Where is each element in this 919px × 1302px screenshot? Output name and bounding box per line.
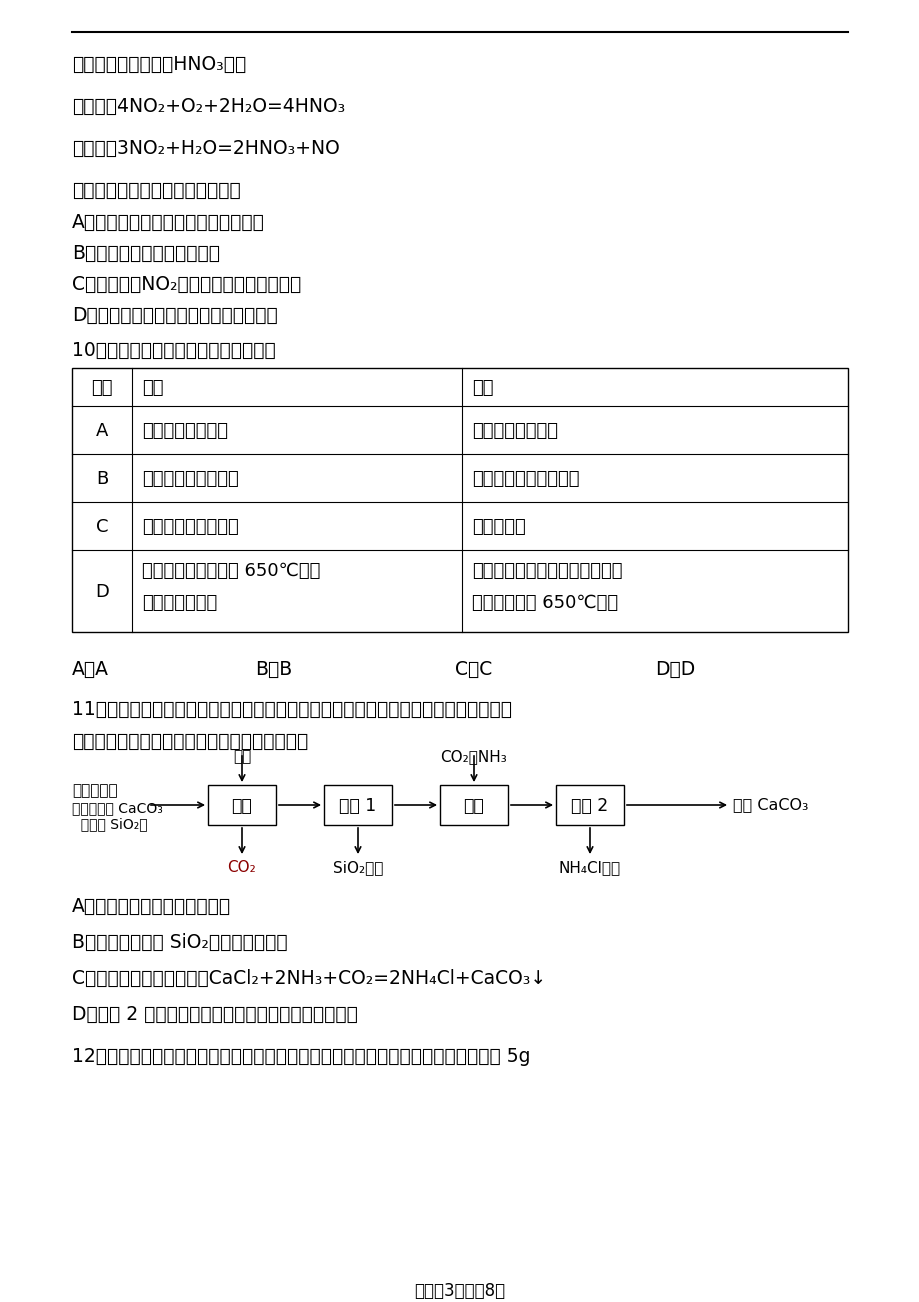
Text: 操作 2: 操作 2 [571, 797, 608, 815]
Text: 在空气中，温度达到 650℃时，: 在空气中，温度达到 650℃时， [142, 562, 320, 579]
Text: CO₂、NH₃: CO₂、NH₃ [440, 749, 506, 764]
Text: 酸溶: 酸溶 [232, 797, 252, 815]
Text: A．酸溶时，盐酸可用硫酸代替: A．酸溶时，盐酸可用硫酸代替 [72, 897, 231, 917]
Text: A．两种途径的其他反应物都容易获得: A．两种途径的其他反应物都容易获得 [72, 214, 265, 232]
Text: 天然气才会燃烧: 天然气才会燃烧 [142, 594, 217, 612]
Text: 选项: 选项 [91, 379, 113, 397]
Text: 转化: 转化 [463, 797, 483, 815]
Text: 以下对上述途径的评价不正确的是: 以下对上述途径的评价不正确的是 [72, 181, 241, 201]
Text: 12．重庆市某课题组通过数字化实验对白磷燃烧的温度变化及影响因素进行探究。将 5g: 12．重庆市某课题组通过数字化实验对白磷燃烧的温度变化及影响因素进行探究。将 5… [72, 1047, 530, 1066]
Text: C．吸收等量NO₂，途径二获得的硝酸更多: C．吸收等量NO₂，途径二获得的硝酸更多 [72, 275, 301, 294]
Text: 操作 1: 操作 1 [339, 797, 376, 815]
Text: CO₂: CO₂ [227, 861, 256, 875]
Text: 且将温度降至 650℃以下: 且将温度降至 650℃以下 [471, 594, 618, 612]
Text: 活性炭具有吸附性: 活性炭具有吸附性 [142, 422, 228, 440]
Text: C: C [96, 518, 108, 536]
Text: 木材不只含碳、氢元素: 木材不只含碳、氢元素 [471, 470, 579, 488]
Text: D．D: D．D [654, 660, 695, 680]
Text: 11．高纯碳酸钙广泛应用于精密电子陶瓷、医药等的生产。依照如图所示实验步骤，模: 11．高纯碳酸钙广泛应用于精密电子陶瓷、医药等的生产。依照如图所示实验步骤，模 [72, 700, 512, 719]
Text: 拟工业流程制备高纯碳酸钙。下列说法正确的是: 拟工业流程制备高纯碳酸钙。下列说法正确的是 [72, 732, 308, 751]
Text: D: D [95, 583, 108, 602]
Bar [323, 785, 391, 825]
Bar [208, 785, 276, 825]
Text: 含少量 SiO₂）: 含少量 SiO₂） [72, 816, 147, 831]
Text: A: A [96, 422, 108, 440]
Text: 木材燃烧，余下灰烬: 木材燃烧，余下灰烬 [142, 470, 239, 488]
Text: C．转化时，发生的反应为CaCl₂+2NH₃+CO₂=2NH₄Cl+CaCO₃↓: C．转化时，发生的反应为CaCl₂+2NH₃+CO₂=2NH₄Cl+CaCO₃↓ [72, 969, 546, 988]
Text: 10．下列依据事实得出的结论正确的是: 10．下列依据事实得出的结论正确的是 [72, 341, 276, 359]
Text: 途径二：3NO₂+H₂O=2HNO₃+NO: 途径二：3NO₂+H₂O=2HNO₃+NO [72, 139, 339, 158]
Text: （主要成分 CaCO₃: （主要成分 CaCO₃ [72, 801, 163, 815]
Text: B．B: B．B [255, 660, 292, 680]
Text: 碳单质都有吸附性: 碳单质都有吸附性 [471, 422, 558, 440]
Bar [555, 785, 623, 825]
Text: 途径一：4NO₂+O₂+2H₂O=4HNO₃: 途径一：4NO₂+O₂+2H₂O=4HNO₃ [72, 98, 345, 116]
Text: A．A: A．A [72, 660, 108, 680]
Bar [72, 368, 847, 631]
Text: 某固体能被磁铁吸引: 某固体能被磁铁吸引 [142, 518, 239, 536]
Text: C．C: C．C [455, 660, 492, 680]
Text: 结论: 结论 [471, 379, 493, 397]
Text: SiO₂固体: SiO₂固体 [333, 861, 383, 875]
Text: B．该流程可推测 SiO₂不能与盐酸反应: B．该流程可推测 SiO₂不能与盐酸反应 [72, 934, 288, 952]
Bar [439, 785, 507, 825]
Text: D．不提供外界能量，两个反应均能进行: D．不提供外界能量，两个反应均能进行 [72, 306, 278, 326]
Text: NH₄Cl溶液: NH₄Cl溶液 [559, 861, 620, 875]
Text: 事实: 事实 [142, 379, 164, 397]
Text: 试卷第3页，总8页: 试卷第3页，总8页 [414, 1282, 505, 1299]
Text: 优质石灰石: 优质石灰石 [72, 783, 118, 798]
Text: B．途径一比途径二绿色环保: B．途径一比途径二绿色环保 [72, 243, 220, 263]
Text: D．操作 2 需要用到的仪器有酒精灯、烧杯、玻璃棒等: D．操作 2 需要用到的仪器有酒精灯、烧杯、玻璃棒等 [72, 1005, 357, 1023]
Text: B: B [96, 470, 108, 488]
Text: 该固体是铁: 该固体是铁 [471, 518, 525, 536]
Text: 高纯 CaCO₃: 高纯 CaCO₃ [732, 797, 808, 812]
Text: 盐酸: 盐酸 [233, 749, 251, 764]
Text: 熄灭燃着的天然气，须隔绝空气: 熄灭燃着的天然气，须隔绝空气 [471, 562, 622, 579]
Text: 化为工业原料硝酸（HNO₃）。: 化为工业原料硝酸（HNO₃）。 [72, 55, 246, 74]
